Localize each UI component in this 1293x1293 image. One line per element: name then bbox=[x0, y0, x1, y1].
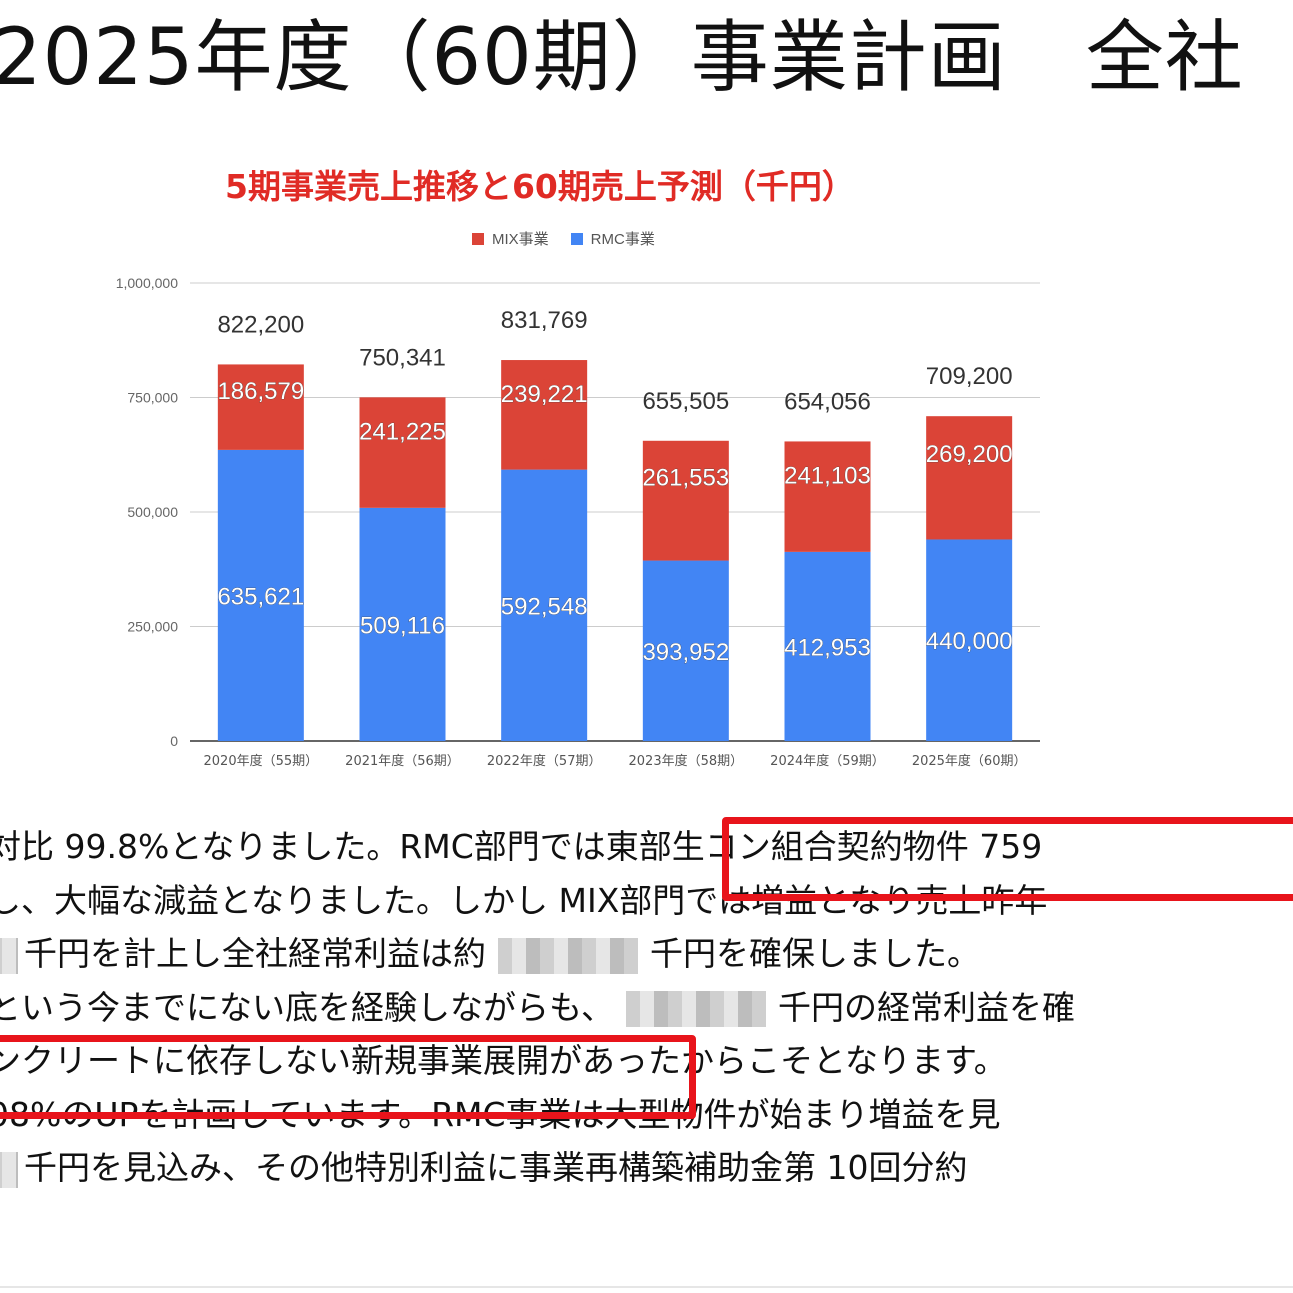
redacted-value bbox=[0, 937, 18, 974]
chart-legend: MIX事業 RMC事業 bbox=[472, 228, 655, 249]
data-label-mix: 269,200 bbox=[926, 441, 1013, 468]
body-line-1: 対比 99.8%となりました。RMC部門では東部生コン組合契約物件 759 bbox=[0, 820, 1293, 874]
bar-segment-rmc bbox=[642, 560, 729, 741]
y-tick-label: 250,000 bbox=[127, 619, 178, 635]
legend-item-rmc: RMC事業 bbox=[570, 228, 655, 249]
redacted-value bbox=[626, 991, 767, 1027]
body-text: 対比 99.8%となりました。RMC部門では東部生コン組合契約物件 759 し、… bbox=[0, 820, 1293, 1195]
body-line-3b: 千円を確保しました。 bbox=[650, 934, 980, 973]
legend-item-mix: MIX事業 bbox=[472, 228, 549, 249]
x-tick-label: 2021年度（56期） bbox=[345, 753, 460, 769]
total-label: 655,505 bbox=[642, 388, 729, 415]
bar-segment-mix bbox=[926, 416, 1013, 540]
y-tick-label: 500,000 bbox=[127, 504, 178, 520]
total-label: 822,200 bbox=[217, 311, 304, 338]
x-tick-label: 2023年度（58期） bbox=[629, 753, 744, 769]
bar-segment-rmc bbox=[359, 507, 446, 741]
body-line-5a: ンクリートに依存しない新規事業展開 bbox=[0, 1041, 549, 1080]
data-label-rmc: 412,953 bbox=[784, 634, 871, 661]
body-line-4a: という今までにない底を経験しながらも、 bbox=[0, 987, 615, 1027]
redacted-value bbox=[498, 937, 638, 974]
body-line-3a: 千円を計上し全社経常利益は約 bbox=[24, 934, 486, 973]
body-line-4: という今までにない底を経験しながらも、 千円の経常利益を確 bbox=[0, 981, 1293, 1035]
chart-title: 5期事業売上推移と60期売上予測（千円） bbox=[225, 167, 855, 206]
bar-segment-rmc bbox=[217, 449, 304, 741]
data-label-mix: 261,553 bbox=[642, 465, 729, 492]
data-label-mix: 239,221 bbox=[501, 381, 588, 408]
bar-segment-rmc bbox=[501, 469, 588, 741]
x-tick-label: 2020年度（55期） bbox=[204, 753, 319, 769]
page-title: 2025年度（60期）事業計画 全社 bbox=[0, 13, 1244, 103]
legend-swatch-rmc bbox=[570, 232, 583, 245]
bar-segment-mix bbox=[359, 397, 446, 508]
y-tick-label: 1,000,000 bbox=[116, 275, 178, 291]
body-line-4b: 千円の経常利益を確 bbox=[778, 987, 1076, 1027]
bar-segment-mix bbox=[217, 364, 304, 450]
redacted-value bbox=[0, 1151, 18, 1188]
x-tick-label: 2024年度（59期） bbox=[770, 753, 885, 769]
data-label-rmc: 509,116 bbox=[360, 612, 445, 639]
total-label: 654,056 bbox=[784, 388, 871, 415]
data-label-mix: 241,225 bbox=[359, 418, 446, 445]
data-label-mix: 241,103 bbox=[784, 463, 871, 490]
stacked-bar-chart: 0 250,000 500,000 750,000 1,000,000 635,621 18… bbox=[116, 275, 1040, 769]
bar-segment-mix bbox=[642, 440, 729, 561]
bar-segment-rmc bbox=[784, 551, 871, 741]
y-tick-label: 750,000 bbox=[127, 390, 178, 406]
total-label: 750,341 bbox=[359, 344, 446, 371]
body-line-7: 千円を見込み、その他特別利益に事業再構築補助金第 10回分約 bbox=[0, 1141, 1293, 1195]
data-label-rmc: 393,952 bbox=[642, 639, 729, 666]
total-label: 709,200 bbox=[926, 363, 1013, 390]
body-line-5: ンクリートに依存しない新規事業展開があったからこそとなります。 bbox=[0, 1034, 1293, 1088]
total-label: 831,769 bbox=[501, 307, 588, 334]
highlight-box-new-business bbox=[0, 1035, 696, 1119]
y-tick-label: 0 bbox=[170, 733, 178, 749]
x-tick-label: 2025年度（60期） bbox=[912, 753, 1027, 769]
body-line-1b: 東部生コン組合契約物件 759 bbox=[605, 827, 1043, 866]
highlight-box-contract bbox=[722, 817, 1293, 901]
divider bbox=[0, 1286, 1293, 1288]
legend-swatch-mix bbox=[472, 232, 484, 245]
body-line-7: 千円を見込み、その他特別利益に事業再構築補助金第 10回分約 bbox=[24, 1148, 968, 1187]
body-line-1a: 対比 99.8%となりました。RMC部門では bbox=[0, 827, 606, 866]
body-line-3: 千円を計上し全社経常利益は約 千円を確保しました。 bbox=[0, 927, 1293, 981]
data-label-mix: 186,579 bbox=[217, 378, 304, 405]
bar-segment-mix bbox=[784, 441, 871, 552]
data-label-rmc: 440,000 bbox=[926, 628, 1013, 655]
bar-segment-mix bbox=[501, 360, 588, 470]
data-label-rmc: 635,621 bbox=[217, 583, 304, 610]
legend-label-mix: MIX事業 bbox=[492, 231, 549, 248]
body-line-5b: があったからこそとなります。 bbox=[549, 1041, 1007, 1080]
bar-segment-rmc bbox=[926, 539, 1013, 741]
x-tick-label: 2022年度（57期） bbox=[487, 753, 602, 769]
data-label-rmc: 592,548 bbox=[501, 593, 588, 620]
legend-label-rmc: RMC事業 bbox=[590, 231, 655, 248]
